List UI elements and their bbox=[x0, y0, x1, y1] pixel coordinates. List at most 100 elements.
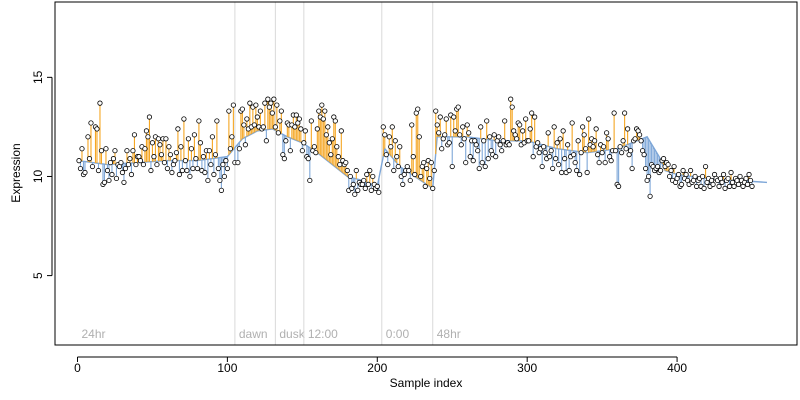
data-point bbox=[747, 177, 754, 184]
data-point bbox=[622, 110, 628, 116]
data-point bbox=[169, 169, 175, 176]
data-point bbox=[735, 181, 742, 188]
data-point bbox=[229, 134, 235, 140]
data-point bbox=[131, 132, 138, 138]
data-point bbox=[412, 171, 418, 178]
data-point bbox=[461, 136, 467, 142]
data-point bbox=[154, 161, 160, 168]
data-point bbox=[605, 136, 611, 142]
data-point bbox=[217, 177, 223, 184]
data-point bbox=[410, 154, 416, 160]
data-point bbox=[194, 165, 201, 172]
data-point bbox=[743, 175, 749, 182]
data-point bbox=[436, 130, 442, 136]
data-point bbox=[218, 187, 224, 193]
data-point bbox=[97, 100, 103, 106]
data-point bbox=[397, 144, 403, 150]
data-point bbox=[308, 118, 314, 124]
data-point bbox=[347, 173, 353, 180]
data-point bbox=[175, 126, 181, 132]
data-point bbox=[434, 122, 440, 128]
data-point bbox=[647, 193, 653, 199]
data-point bbox=[665, 161, 671, 168]
data-point bbox=[277, 118, 283, 124]
data-point bbox=[654, 163, 661, 170]
data-point bbox=[151, 154, 157, 160]
data-point bbox=[326, 140, 332, 146]
data-point bbox=[98, 148, 105, 154]
data-point bbox=[446, 140, 452, 146]
annotation-label: 48hr bbox=[437, 327, 461, 341]
data-point bbox=[323, 132, 329, 138]
data-point bbox=[467, 154, 473, 160]
data-point bbox=[529, 110, 535, 116]
data-point bbox=[350, 181, 356, 188]
data-point bbox=[478, 124, 484, 130]
data-point bbox=[112, 148, 118, 154]
data-point bbox=[223, 158, 229, 164]
data-point bbox=[305, 156, 311, 162]
data-point bbox=[190, 165, 196, 172]
data-point bbox=[418, 173, 424, 180]
annotation-label: 24hr bbox=[81, 327, 105, 341]
data-point bbox=[701, 185, 707, 191]
data-point bbox=[424, 165, 430, 172]
data-point bbox=[148, 167, 154, 174]
data-point bbox=[466, 130, 472, 136]
data-point bbox=[181, 116, 187, 122]
data-point bbox=[178, 144, 184, 150]
data-point bbox=[214, 118, 220, 124]
data-point bbox=[449, 163, 455, 170]
x-tick-label: 0 bbox=[74, 361, 81, 375]
data-point bbox=[744, 181, 751, 188]
data-point bbox=[566, 167, 572, 174]
data-point bbox=[109, 171, 115, 178]
data-point bbox=[265, 96, 271, 102]
data-point bbox=[353, 167, 359, 174]
data-point bbox=[632, 136, 638, 142]
data-point bbox=[559, 169, 565, 176]
data-point bbox=[293, 112, 299, 118]
data-point bbox=[368, 187, 374, 193]
data-point bbox=[616, 183, 622, 189]
data-point bbox=[500, 138, 506, 144]
data-point bbox=[322, 108, 328, 114]
data-point bbox=[470, 158, 476, 164]
data-point bbox=[675, 171, 682, 178]
data-point bbox=[578, 150, 584, 156]
data-point bbox=[188, 146, 195, 152]
data-point bbox=[586, 116, 592, 122]
data-point bbox=[415, 106, 421, 112]
data-point bbox=[596, 159, 602, 166]
data-point bbox=[671, 163, 677, 170]
data-point bbox=[329, 136, 335, 142]
data-point bbox=[620, 138, 626, 144]
data-point bbox=[85, 134, 91, 140]
data-point bbox=[94, 126, 100, 132]
data-point bbox=[301, 140, 307, 146]
data-point bbox=[344, 167, 350, 174]
annotation-label: 12:00 bbox=[308, 327, 338, 341]
data-point bbox=[382, 132, 388, 138]
data-point bbox=[137, 158, 144, 164]
data-point bbox=[166, 144, 172, 150]
x-axis-title: Sample index bbox=[390, 376, 463, 390]
data-point bbox=[191, 132, 198, 138]
data-point bbox=[251, 122, 257, 128]
data-point bbox=[365, 181, 371, 188]
data-point bbox=[206, 148, 212, 154]
data-point bbox=[506, 142, 512, 148]
y-tick-label: 15 bbox=[31, 70, 45, 84]
data-point bbox=[693, 183, 700, 189]
data-point bbox=[720, 171, 727, 178]
data-point bbox=[338, 128, 344, 134]
data-point bbox=[613, 148, 619, 154]
data-point bbox=[113, 175, 120, 182]
data-point bbox=[502, 118, 508, 124]
data-points-layer bbox=[76, 96, 755, 199]
data-point bbox=[493, 154, 499, 160]
data-point bbox=[433, 108, 439, 114]
data-point bbox=[554, 140, 560, 146]
